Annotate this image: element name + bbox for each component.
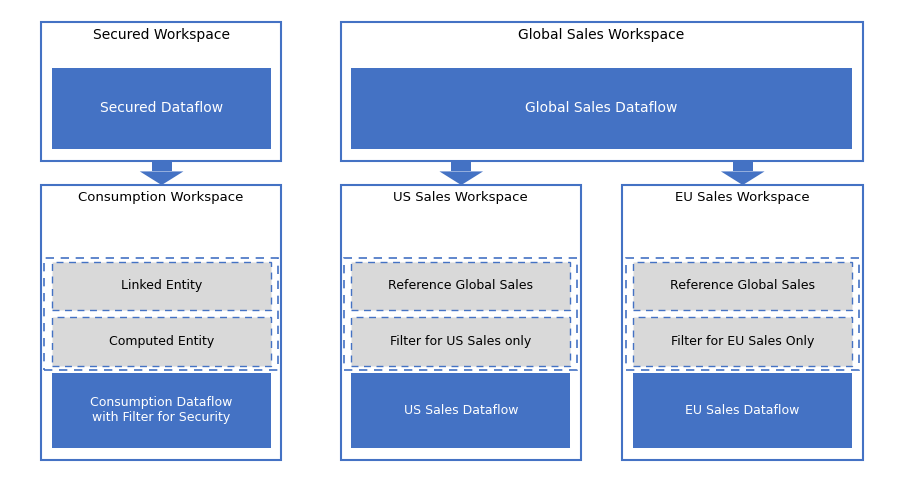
Bar	[44, 258, 278, 370]
Text: Filter for EU Sales Only: Filter for EU Sales Only	[671, 335, 814, 348]
Bar	[351, 373, 570, 448]
Bar	[633, 373, 852, 448]
Bar	[626, 258, 859, 370]
Bar	[733, 161, 753, 171]
Text: Reference Global Sales: Reference Global Sales	[670, 280, 814, 292]
Bar	[52, 68, 271, 149]
Bar	[340, 22, 863, 161]
Text: Consumption Workspace: Consumption Workspace	[78, 191, 244, 204]
Text: EU Sales Workspace: EU Sales Workspace	[675, 191, 810, 204]
Bar	[340, 185, 581, 460]
Bar	[351, 68, 852, 149]
Bar	[41, 185, 281, 460]
Bar	[451, 161, 471, 171]
Bar	[52, 317, 271, 366]
Text: Global Sales Workspace: Global Sales Workspace	[518, 28, 685, 42]
Bar	[351, 317, 570, 366]
Text: Reference Global Sales: Reference Global Sales	[389, 280, 533, 292]
Text: US Sales Dataflow: US Sales Dataflow	[403, 404, 518, 417]
Bar	[633, 317, 852, 366]
Text: Linked Entity: Linked Entity	[121, 280, 202, 292]
Bar	[41, 22, 281, 161]
Bar	[622, 185, 863, 460]
Text: Secured Workspace: Secured Workspace	[93, 28, 230, 42]
Text: Global Sales Dataflow: Global Sales Dataflow	[526, 101, 677, 115]
Bar	[344, 258, 577, 370]
Bar	[52, 373, 271, 448]
Bar	[633, 262, 852, 310]
Text: Filter for US Sales only: Filter for US Sales only	[390, 335, 531, 348]
Bar	[52, 262, 271, 310]
Text: Secured Dataflow: Secured Dataflow	[100, 101, 222, 115]
Text: Consumption Dataflow
with Filter for Security: Consumption Dataflow with Filter for Sec…	[90, 396, 232, 424]
Text: EU Sales Dataflow: EU Sales Dataflow	[686, 404, 799, 417]
Bar	[351, 262, 570, 310]
Polygon shape	[439, 171, 483, 185]
Polygon shape	[140, 171, 183, 185]
Text: US Sales Workspace: US Sales Workspace	[393, 191, 528, 204]
Bar	[152, 161, 172, 171]
Text: Computed Entity: Computed Entity	[109, 335, 213, 348]
Polygon shape	[721, 171, 765, 185]
